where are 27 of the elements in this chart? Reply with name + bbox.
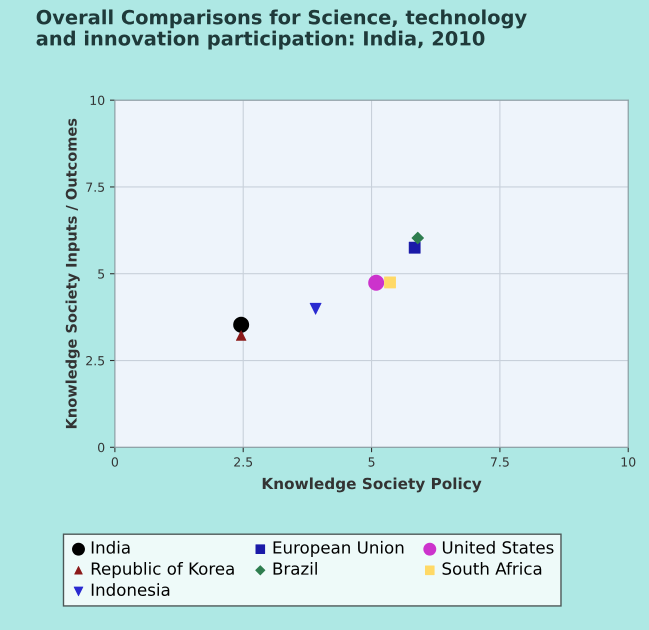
legend-label: India — [92, 540, 130, 554]
chart-title: Overall Comparisons for Science, technology and innovation participation: India, 2010 — [36, 9, 527, 50]
x-tick-label: 10 — [622, 457, 636, 467]
x-axis-title: Knowledge Society Policy — [262, 477, 482, 492]
point — [384, 276, 396, 288]
y-tick-label: 0 — [98, 442, 104, 452]
legend-label: South Africa — [442, 562, 542, 575]
x-tick-label: 0 — [112, 457, 118, 467]
point — [236, 330, 246, 341]
point — [310, 302, 322, 315]
point — [368, 274, 384, 291]
y-tick-label: 7.5 — [86, 182, 104, 192]
point — [233, 316, 250, 333]
y-tick-label: 10 — [90, 96, 104, 106]
legend-label: United States — [442, 540, 554, 554]
x-tick-label: 2.5 — [234, 457, 252, 467]
legend-label: European Union — [274, 540, 404, 557]
y-tick-label: 5 — [98, 269, 104, 279]
x-tick-label: 7.5 — [490, 457, 509, 467]
point — [412, 232, 424, 244]
legend-label: Republic of Korea — [92, 562, 234, 578]
point — [408, 242, 421, 254]
x-tick-label: 5 — [368, 457, 374, 467]
y-tick-label: 2.5 — [86, 356, 104, 366]
legend-label: Brazil — [274, 562, 317, 575]
y-axis-title: Knowledge Society Inputs / Outcomes — [65, 118, 80, 428]
legend-label: Indonesia — [92, 583, 170, 596]
